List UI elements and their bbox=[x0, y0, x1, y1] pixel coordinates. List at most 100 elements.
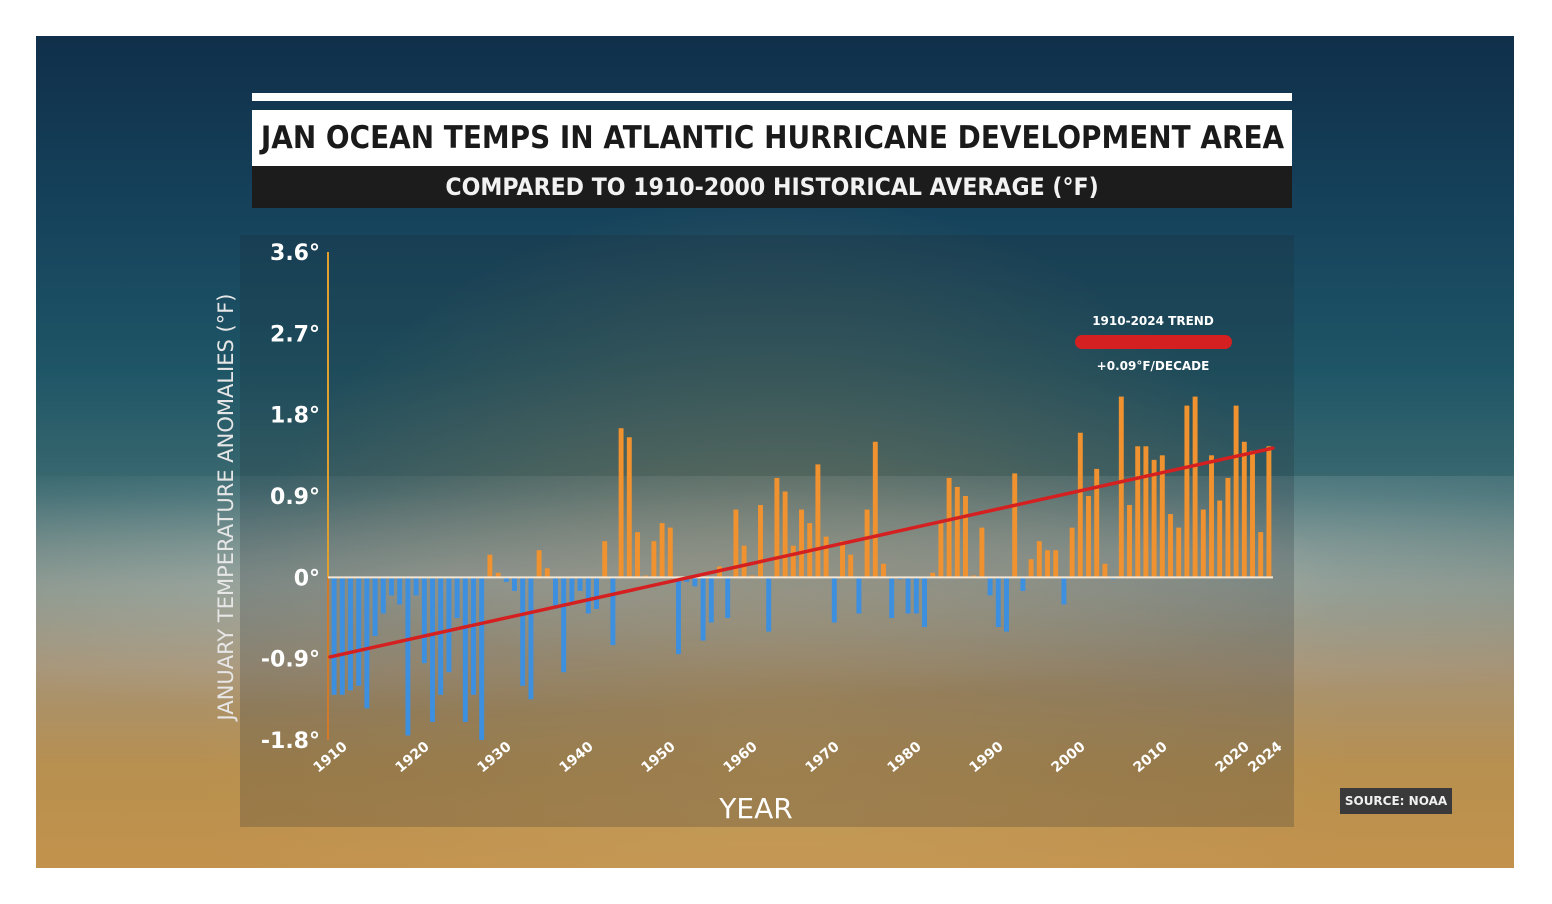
x-axis-label: YEAR bbox=[718, 792, 792, 825]
bar-1913 bbox=[356, 577, 362, 686]
bar-1934 bbox=[528, 577, 534, 700]
bar-2021 bbox=[1241, 441, 1247, 578]
bar-1956 bbox=[708, 577, 714, 623]
bar-1949 bbox=[651, 541, 657, 578]
bar-1920 bbox=[413, 577, 419, 596]
bar-1935 bbox=[536, 550, 542, 578]
bar-2009 bbox=[1143, 446, 1149, 578]
bar-1910 bbox=[331, 577, 337, 695]
bar-1924 bbox=[446, 577, 452, 673]
bar-2015 bbox=[1192, 396, 1198, 578]
bar-1933 bbox=[520, 577, 526, 686]
bar-1982 bbox=[922, 577, 927, 628]
bar-1940 bbox=[577, 577, 583, 591]
bar-1954 bbox=[692, 577, 698, 587]
bar-1977 bbox=[881, 563, 886, 578]
bar-2006 bbox=[1118, 396, 1124, 578]
bar-2012 bbox=[1168, 514, 1173, 578]
bar-2014 bbox=[1184, 405, 1190, 578]
bar-2004 bbox=[1102, 563, 1108, 578]
bar-2001 bbox=[1077, 432, 1083, 578]
bar-1938 bbox=[561, 577, 567, 673]
bar-1942 bbox=[594, 577, 599, 609]
bar-1994 bbox=[1020, 577, 1026, 591]
bar-2010 bbox=[1151, 459, 1157, 578]
bar-1944 bbox=[610, 577, 616, 646]
trend-line bbox=[328, 446, 1275, 659]
bar-2017 bbox=[1209, 455, 1214, 578]
bar-1966 bbox=[790, 545, 796, 578]
bar-1963 bbox=[766, 577, 772, 632]
bar-1969 bbox=[815, 464, 821, 578]
y-tick-label: 1.8° bbox=[270, 404, 320, 429]
bar-1987 bbox=[963, 496, 968, 578]
bar-2020 bbox=[1233, 405, 1239, 578]
bar-1918 bbox=[397, 577, 403, 605]
trend-group bbox=[328, 446, 1275, 659]
bar-1936 bbox=[544, 568, 550, 578]
bar-1973 bbox=[848, 554, 854, 578]
bar-1916 bbox=[380, 577, 386, 614]
axes-group bbox=[327, 252, 1273, 740]
y-tick-labels: 3.6° 2.7° 1.8° 0.9° 0° -0.9° -1.8° bbox=[261, 241, 320, 754]
title-accent-bar bbox=[252, 93, 1292, 101]
bar-1981 bbox=[913, 577, 919, 614]
bar-2023 bbox=[1258, 532, 1264, 578]
bar-2022 bbox=[1250, 450, 1255, 578]
bar-1972 bbox=[840, 541, 845, 578]
bar-1989 bbox=[979, 527, 985, 578]
title-box: JAN OCEAN TEMPS IN ATLANTIC HURRICANE DE… bbox=[252, 110, 1292, 166]
bar-1976 bbox=[872, 441, 878, 578]
bar-1941 bbox=[585, 577, 591, 614]
bar-1974 bbox=[856, 577, 862, 614]
bar-1983 bbox=[930, 572, 936, 578]
bar-2013 bbox=[1176, 527, 1182, 578]
bar-1950 bbox=[659, 523, 665, 578]
bar-2008 bbox=[1135, 446, 1141, 578]
bar-1990 bbox=[987, 577, 993, 596]
bar-1947 bbox=[635, 532, 640, 578]
bar-2011 bbox=[1159, 455, 1165, 578]
y-axis-label: JANUARY TEMPERATURE ANOMALIES (°F) bbox=[214, 294, 238, 723]
bar-1970 bbox=[823, 536, 829, 578]
bar-1912 bbox=[348, 577, 353, 691]
bar-2002 bbox=[1086, 496, 1091, 578]
bar-1997 bbox=[1045, 550, 1050, 578]
y-tick-label: -1.8° bbox=[261, 729, 320, 754]
bar-1984 bbox=[938, 523, 944, 578]
bar-1959 bbox=[733, 509, 739, 578]
bar-1911 bbox=[339, 577, 345, 695]
bar-1928 bbox=[479, 577, 485, 740]
chart-subtitle: COMPARED TO 1910-2000 HISTORICAL AVERAGE… bbox=[445, 173, 1099, 201]
y-tick-label: 0° bbox=[294, 566, 320, 591]
bar-1971 bbox=[831, 577, 837, 623]
plot-panel bbox=[240, 235, 1294, 827]
bar-1999 bbox=[1061, 577, 1067, 605]
bar-1965 bbox=[782, 491, 788, 578]
bar-1915 bbox=[372, 577, 378, 637]
bar-1952 bbox=[676, 577, 681, 655]
y-tick-label: -0.9° bbox=[261, 648, 320, 673]
bar-1998 bbox=[1053, 550, 1059, 578]
bar-1993 bbox=[1012, 473, 1018, 578]
bar-1945 bbox=[618, 428, 624, 578]
y-tick-label: 2.7° bbox=[270, 322, 320, 347]
bar-1917 bbox=[389, 577, 394, 596]
bar-1960 bbox=[741, 545, 747, 578]
bar-1919 bbox=[405, 577, 411, 736]
chart-title: JAN OCEAN TEMPS IN ATLANTIC HURRICANE DE… bbox=[260, 120, 1284, 156]
bar-1937 bbox=[553, 577, 558, 609]
bar-1946 bbox=[626, 437, 632, 578]
bar-1962 bbox=[758, 505, 763, 578]
source-badge: SOURCE: NOAA bbox=[1340, 788, 1452, 814]
trend-legend: 1910-2024 TREND +0.09°F/DECADE bbox=[1075, 314, 1232, 373]
bar-2007 bbox=[1127, 505, 1132, 578]
bar-1978 bbox=[889, 577, 895, 618]
bar-1992 bbox=[1004, 577, 1009, 632]
bar-1967 bbox=[799, 509, 804, 578]
trend-legend-title: 1910-2024 TREND bbox=[1092, 314, 1214, 328]
y-tick-label: 3.6° bbox=[270, 241, 320, 266]
bar-1939 bbox=[569, 577, 575, 605]
bar-1929 bbox=[487, 554, 493, 578]
bar-1980 bbox=[905, 577, 911, 614]
